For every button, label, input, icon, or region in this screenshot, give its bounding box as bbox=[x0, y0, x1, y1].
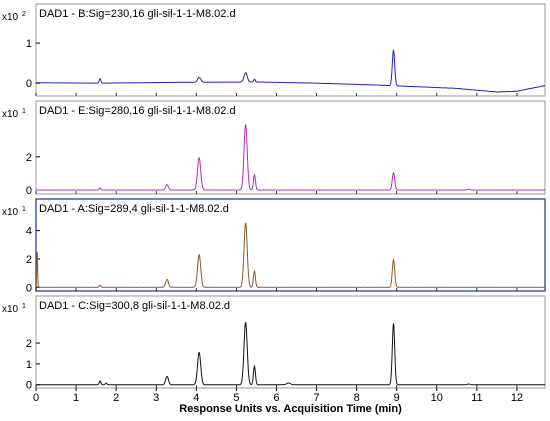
panel-title: DAD1 - C:Sig=300,8 gli-sil-1-1-M8.02.d bbox=[39, 300, 230, 312]
chart-panel: DAD1 - E:Sig=280,16 gli-sil-1-1-M8.02.d x… bbox=[2, 100, 546, 197]
panel-title: DAD1 - A:Sig=289,4 gli-sil-1-1-M8.02.d bbox=[39, 203, 229, 215]
x-tick-label: 1 bbox=[73, 392, 79, 404]
x-tick-label: 7 bbox=[313, 392, 319, 404]
y-tick-label: 0 bbox=[26, 380, 32, 392]
chart-panel: DAD1 - B:Sig=230,16 gli-sil-1-1-M8.02.d x… bbox=[2, 3, 546, 97]
x-tick-label: 4 bbox=[193, 392, 199, 404]
x-tick-label: 10 bbox=[431, 392, 443, 404]
scale-label: x10 bbox=[2, 207, 19, 218]
scale-label: x10 bbox=[2, 12, 19, 23]
scale-label: x10 bbox=[2, 109, 19, 120]
scale-exponent: 2 bbox=[22, 11, 26, 18]
panel-frame bbox=[35, 3, 546, 97]
y-tick-label: 2 bbox=[26, 338, 32, 350]
x-tick-label: 2 bbox=[113, 392, 119, 404]
signal-trace bbox=[35, 321, 545, 386]
scale-exponent: 1 bbox=[22, 303, 26, 310]
x-tick-label: 3 bbox=[153, 392, 159, 404]
x-tick-label: 12 bbox=[511, 392, 523, 404]
signal-trace bbox=[35, 49, 546, 93]
chart-panel: DAD1 - C:Sig=300,8 gli-sil-1-1-M8.02.d x1… bbox=[2, 295, 546, 392]
y-tick-label: 2 bbox=[26, 254, 32, 266]
panel-frame bbox=[35, 100, 546, 195]
y-tick-label: 1 bbox=[26, 359, 32, 371]
chart-panel: DAD1 - A:Sig=289,4 gli-sil-1-1-M8.02.d x1… bbox=[2, 198, 546, 294]
x-tick-label: 5 bbox=[233, 392, 239, 404]
panel-title: DAD1 - E:Sig=280,16 gli-sil-1-1-M8.02.d bbox=[39, 105, 236, 117]
panel-frame bbox=[35, 295, 546, 389]
x-tick-label: 9 bbox=[394, 392, 400, 404]
panel-title: DAD1 - B:Sig=230,16 gli-sil-1-1-M8.02.d bbox=[39, 8, 236, 20]
signal-trace bbox=[35, 124, 545, 191]
scale-exponent: 1 bbox=[22, 108, 26, 115]
x-tick-label: 8 bbox=[354, 392, 360, 404]
y-tick-label: 4 bbox=[26, 226, 32, 238]
y-tick-label: 0 bbox=[26, 282, 32, 294]
scale-label: x10 bbox=[2, 304, 19, 315]
y-tick-label: 0 bbox=[26, 185, 32, 197]
y-tick-label: 0 bbox=[26, 78, 32, 90]
x-axis-title: Response Units vs. Acquisition Time (min… bbox=[179, 403, 402, 415]
scale-exponent: 1 bbox=[22, 206, 26, 213]
panel-frame bbox=[35, 198, 546, 292]
y-tick-label: 2 bbox=[26, 152, 32, 164]
x-tick-label: 6 bbox=[273, 392, 279, 404]
x-tick-label: 0 bbox=[33, 392, 39, 404]
signal-trace bbox=[35, 222, 545, 288]
y-tick-label: 1 bbox=[26, 38, 32, 50]
x-tick-label: 11 bbox=[471, 392, 482, 404]
